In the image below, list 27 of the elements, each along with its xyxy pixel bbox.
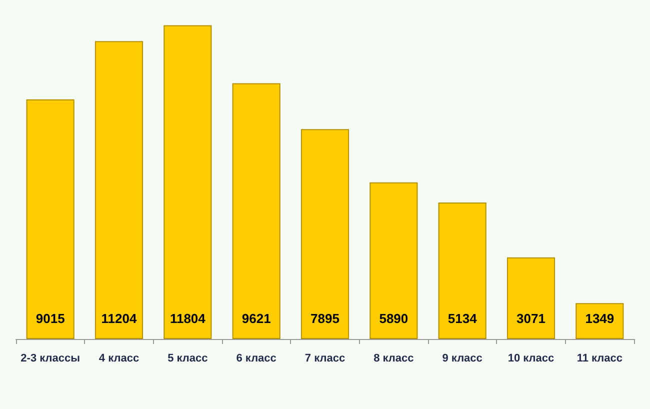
x-tick-label: 4 класс (98, 352, 140, 364)
data-label: 11204 (101, 311, 138, 326)
bar (300, 129, 350, 339)
bar (164, 25, 212, 339)
data-label: 9015 (36, 311, 65, 326)
bar (232, 83, 280, 339)
bar (94, 41, 144, 339)
x-tick-label: 7 класс (304, 352, 346, 364)
data-label: 5890 (379, 311, 408, 326)
data-label: 1349 (585, 311, 614, 326)
x-tick-label: 9 класс (442, 352, 482, 364)
bar (506, 257, 556, 339)
x-tick-label: 11 класс (576, 352, 623, 364)
data-label: 3071 (516, 311, 546, 326)
x-tick-label: 10 класс (508, 352, 554, 364)
x-tick-label: 2-3 классы (20, 352, 80, 364)
x-tick-label: 8 класс (374, 352, 414, 364)
x-tick-label: 6 класс (236, 352, 276, 364)
data-label: 7895 (310, 311, 340, 326)
data-label: 11804 (170, 311, 206, 326)
bar (576, 303, 624, 339)
bar (370, 182, 418, 339)
x-tick-label: 5 класс (168, 352, 208, 364)
data-label: 5134 (448, 311, 478, 326)
bar (438, 202, 486, 339)
data-label: 9621 (242, 311, 271, 326)
bar (26, 99, 74, 339)
